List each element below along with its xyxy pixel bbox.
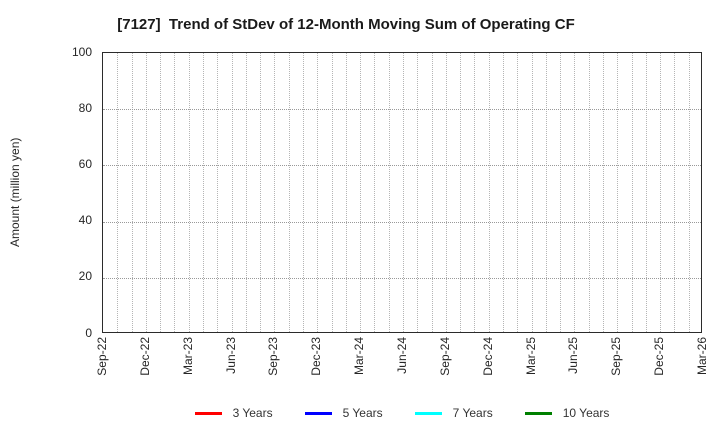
legend-item: 10 Years (524, 406, 610, 420)
gridline-vertical (303, 53, 304, 332)
x-tick-label: Mar-23 (180, 337, 195, 376)
legend-item: 5 Years (304, 406, 383, 420)
x-tick-label: Jun-23 (223, 337, 238, 374)
legend-label: 10 Years (562, 406, 610, 420)
gridline-vertical (274, 53, 276, 332)
legend-line-swatch (524, 411, 552, 415)
gridline-vertical (231, 53, 233, 332)
x-tick-label: Dec-25 (652, 337, 667, 376)
y-tick-label: 40 (78, 213, 92, 228)
chart-title: [7127] Trend of StDev of 12-Month Moving… (117, 16, 575, 33)
gridline-horizontal (103, 277, 701, 279)
x-tick-label: Sep-25 (609, 337, 624, 376)
gridline-vertical (674, 53, 676, 332)
gridline-vertical (588, 53, 590, 332)
gridline-vertical (560, 53, 562, 332)
x-tick-label: Mar-26 (695, 337, 709, 376)
y-axis-label: Amount (million yen) (8, 137, 22, 248)
legend-line-swatch (414, 411, 442, 415)
legend-line-swatch (304, 411, 332, 415)
gridline-vertical (145, 53, 147, 332)
gridline-horizontal (103, 165, 701, 167)
legend-label: 7 Years (452, 406, 493, 420)
y-tick-label: 80 (78, 100, 92, 115)
gridline-vertical (431, 53, 433, 332)
x-tick-label: Sep-23 (266, 337, 281, 376)
x-tick-label: Mar-24 (352, 337, 367, 376)
gridline-vertical (203, 53, 204, 332)
gridline-vertical (174, 53, 176, 332)
legend: 3 Years 5 Years 7 Years 10 Years (102, 406, 702, 420)
gridline-vertical (445, 53, 447, 332)
gridline-vertical (531, 53, 533, 332)
gridline-vertical (403, 53, 404, 332)
gridline-vertical (260, 53, 262, 332)
gridline-horizontal (103, 109, 701, 111)
gridline-vertical (160, 53, 162, 332)
legend-label: 3 Years (232, 406, 273, 420)
y-tick-label: 0 (85, 325, 92, 340)
gridline-vertical (603, 53, 604, 332)
gridline-vertical (474, 53, 476, 332)
y-tick-label: 20 (78, 269, 92, 284)
legend-line-swatch (194, 411, 222, 415)
gridline-vertical (417, 53, 419, 332)
gridline-vertical (460, 53, 462, 332)
gridline-vertical (117, 53, 119, 332)
x-tick-label: Dec-22 (137, 337, 152, 376)
gridline-vertical (374, 53, 376, 332)
x-tick-label: Dec-23 (309, 337, 324, 376)
gridline-vertical (188, 53, 190, 332)
gridline-vertical (617, 53, 619, 332)
x-tick-label: Jun-25 (566, 337, 581, 374)
gridline-vertical (660, 53, 662, 332)
gridline-vertical (688, 53, 690, 332)
x-tick-label: Dec-24 (480, 337, 495, 376)
gridline-vertical (245, 53, 247, 332)
gridline-vertical (545, 53, 547, 332)
gridline-vertical (317, 53, 319, 332)
legend-item: 3 Years (194, 406, 273, 420)
gridline-vertical (631, 53, 633, 332)
gridline-vertical (345, 53, 347, 332)
gridline-vertical (331, 53, 333, 332)
legend-label: 5 Years (342, 406, 383, 420)
gridline-vertical (288, 53, 290, 332)
gridline-vertical (388, 53, 390, 332)
gridline-vertical (131, 53, 133, 332)
gridline-vertical (645, 53, 647, 332)
gridline-vertical (488, 53, 490, 332)
plot-area (102, 52, 702, 333)
x-tick-label: Mar-25 (523, 337, 538, 376)
gridline-horizontal (103, 221, 701, 223)
gridline-vertical (574, 53, 576, 332)
gridline-vertical (217, 53, 219, 332)
y-tick-label: 100 (71, 44, 92, 59)
x-tick-label: Sep-24 (437, 337, 452, 376)
y-tick-label: 60 (78, 156, 92, 171)
gridline-vertical (503, 53, 504, 332)
gridline-vertical (360, 53, 362, 332)
x-tick-label: Jun-24 (395, 337, 409, 374)
gridline-vertical (517, 53, 519, 332)
legend-item: 7 Years (414, 406, 493, 420)
x-tick-label: Sep-22 (95, 337, 109, 376)
